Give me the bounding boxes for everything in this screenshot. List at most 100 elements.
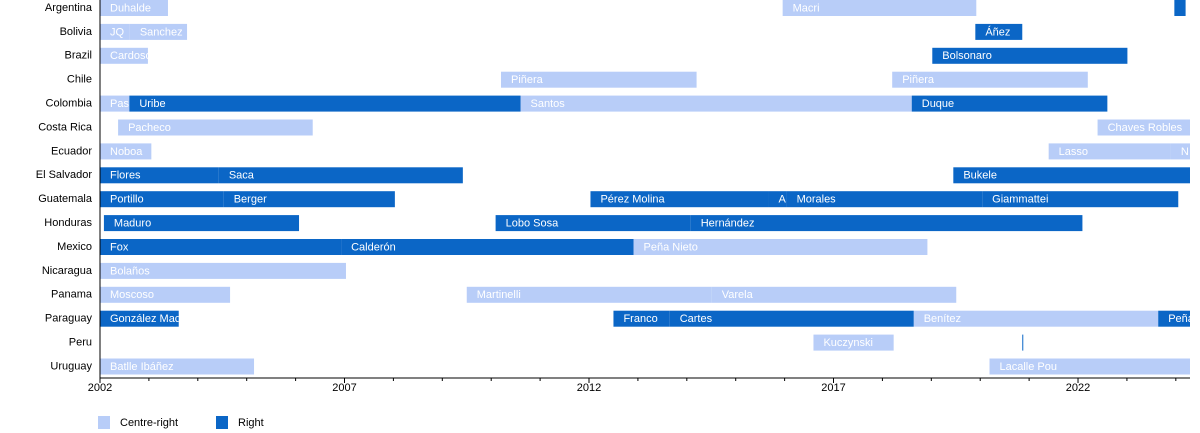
category-label: Costa Rica — [38, 121, 93, 133]
bar — [711, 286, 957, 303]
bar — [118, 119, 313, 136]
bar-label: Saca — [229, 170, 255, 182]
bar — [466, 286, 712, 303]
bar-label: Maduro — [114, 218, 151, 230]
bar-label: Franco — [623, 313, 657, 325]
bar — [989, 358, 1190, 375]
category-label: Nicaragua — [42, 265, 93, 277]
bar-label: Áñez — [985, 25, 1010, 38]
bar-label: González Macchi — [110, 313, 194, 325]
bar-label: Pérez Molina — [600, 194, 665, 206]
bar-label: Pas — [110, 98, 129, 110]
bar-label: Peña Nieto — [644, 241, 698, 253]
category-label: Panama — [51, 289, 93, 301]
bar — [100, 167, 219, 184]
category-label: Uruguay — [50, 360, 92, 372]
category-label: Chile — [67, 74, 92, 86]
bar — [669, 310, 914, 327]
category-label: Brazil — [64, 50, 92, 62]
bar — [1022, 334, 1024, 351]
bar — [1097, 119, 1190, 136]
bar — [100, 262, 346, 279]
bar — [911, 95, 1108, 112]
bar-label: AM — [778, 194, 795, 206]
bar-label: Sanchez — [140, 26, 183, 38]
bar-label: Bolaños — [110, 265, 150, 277]
bar-label: Morales — [797, 194, 837, 206]
category-label: Paraguay — [45, 313, 93, 325]
category-label: Guatemala — [38, 193, 93, 205]
category-label: El Salvador — [36, 169, 93, 181]
bar — [1174, 0, 1186, 16]
bar — [100, 143, 152, 160]
bar — [500, 71, 697, 88]
bar — [100, 358, 255, 375]
bar — [613, 310, 670, 327]
bar-label: Portillo — [110, 194, 144, 206]
x-tick-label: 2022 — [1066, 382, 1090, 394]
bar-label: Bukele — [963, 170, 997, 182]
bar — [100, 0, 168, 16]
bar — [103, 215, 300, 232]
bar-label: Noboa — [110, 146, 143, 158]
bar-label: N — [1181, 146, 1189, 158]
bar — [100, 95, 130, 112]
x-tick-label: 2012 — [577, 382, 601, 394]
bar-label: Piñera — [902, 74, 935, 86]
bar — [982, 191, 1179, 208]
bar-label: Duque — [922, 98, 954, 110]
bar — [1170, 143, 1190, 160]
bar — [100, 310, 179, 327]
category-label: Peru — [69, 337, 92, 349]
bar — [633, 239, 928, 255]
bar-label: Berger — [234, 194, 267, 206]
bar — [913, 310, 1159, 327]
bar — [590, 191, 769, 208]
bar — [100, 47, 148, 64]
bar-label: Benítez — [924, 313, 961, 325]
bar — [100, 239, 342, 255]
bar — [100, 286, 231, 303]
bar — [975, 23, 1023, 40]
bar — [953, 167, 1190, 184]
bar — [892, 71, 1088, 88]
bar-label: Chaves Robles — [1108, 122, 1183, 134]
bar — [786, 191, 983, 208]
bar — [218, 167, 463, 184]
legend-swatch — [216, 416, 228, 429]
bar-label: Cartes — [680, 313, 713, 325]
bar-label: Kuczynski — [823, 337, 873, 349]
bar — [768, 191, 787, 208]
category-label: Honduras — [44, 217, 92, 229]
bar-label: Fox — [110, 241, 129, 253]
bar — [1158, 310, 1190, 327]
x-tick-label: 2017 — [821, 382, 845, 394]
bar-label: Moscoso — [110, 289, 154, 301]
category-label: Argentina — [45, 2, 93, 14]
bar-label: Giammattei — [992, 194, 1048, 206]
bar-label: Peña — [1168, 313, 1195, 325]
category-label: Mexico — [57, 241, 92, 253]
legend-label: Right — [238, 417, 264, 429]
bar-label: Batlle Ibáñez — [110, 361, 174, 373]
bar-label: Lasso — [1059, 146, 1088, 158]
bar — [1048, 143, 1171, 160]
legend-swatch — [98, 416, 110, 429]
category-label: Bolivia — [60, 26, 93, 38]
bar-label: Hernández — [701, 218, 755, 230]
x-tick-label: 2002 — [88, 382, 112, 394]
bar — [782, 0, 977, 16]
bar-label: Lacalle Pou — [1000, 361, 1058, 373]
bar-label: Martinelli — [477, 289, 521, 301]
bar — [813, 334, 894, 351]
bar-label: Santos — [531, 98, 566, 110]
bar — [690, 215, 1083, 232]
bar-label: Calderón — [351, 241, 396, 253]
bar-label: Piñera — [511, 74, 544, 86]
bar — [223, 191, 395, 208]
bar — [341, 239, 634, 255]
bar-label: Cardoso — [110, 50, 152, 62]
bar-label: Pacheco — [128, 122, 171, 134]
bar — [495, 215, 691, 232]
